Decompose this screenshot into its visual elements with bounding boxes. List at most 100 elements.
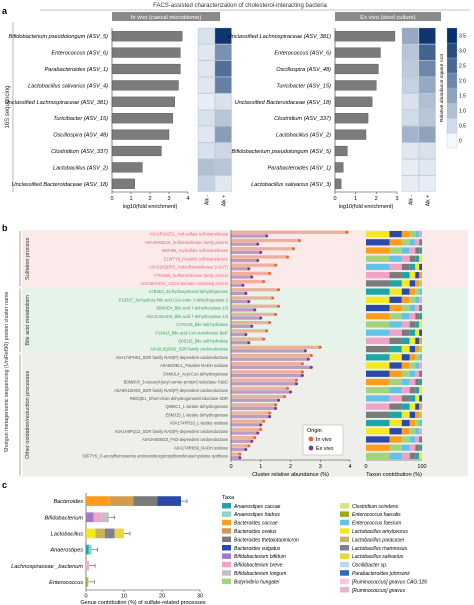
taxon-segment <box>366 263 390 271</box>
legend-swatch <box>222 511 231 517</box>
taxon-segment <box>389 411 402 418</box>
bar <box>334 178 342 189</box>
taxon-segment <box>401 411 410 418</box>
taxon-segment <box>366 321 390 328</box>
category-label: Enterococcus (ASV_6) <box>51 51 108 57</box>
bar-ex-vivo <box>231 365 312 369</box>
heatmap-cell <box>197 175 215 192</box>
chart-b-clusters: Sulfation process Bile acid metabolism Oth… <box>19 230 468 478</box>
heatmap-cell <box>197 93 215 110</box>
taxon-segment <box>409 345 416 353</box>
taxon-segment <box>419 263 422 271</box>
taxon-segment <box>401 255 410 262</box>
heatmap-cell <box>214 142 232 159</box>
taxon-segment <box>401 428 410 435</box>
taxon-segment <box>401 247 410 254</box>
legend-entry: Parabacteroides johnsonii <box>352 571 410 577</box>
legend-swatch <box>340 545 349 551</box>
legend-swatch <box>222 536 231 543</box>
cluster-label: A0A6N1DHE0_SDR family NAD(P)-dependent o… <box>114 388 228 393</box>
cluster-label: A7B3K3_3α-hydroxysteroid dehydrogenase <box>149 289 229 294</box>
category-label: Unclassified Bacteroidaceae (ASV_18) <box>235 100 332 106</box>
bar-in-vivo <box>231 304 279 308</box>
bar-in-vivo <box>231 296 273 300</box>
colorbar-step <box>446 42 458 59</box>
taxon-segment <box>409 403 416 410</box>
genus-segment <box>86 496 110 506</box>
point-in-vivo <box>274 263 278 267</box>
taxon-segment <box>415 428 420 435</box>
point-in-vivo <box>268 321 272 325</box>
taxon-segment <box>401 313 410 320</box>
taxon-segment <box>401 436 410 443</box>
taxon-segment <box>419 337 422 345</box>
category-label: Oscillospira (ASV_48) <box>53 133 108 139</box>
x-axis-title: Genus contribution (%) of sulfate-relate… <box>80 600 206 605</box>
taxon-segment <box>419 362 422 369</box>
taxon-segment <box>415 304 420 312</box>
legend-swatch <box>222 570 231 576</box>
taxon-segment <box>401 452 410 460</box>
bar <box>111 47 181 58</box>
taxon-segment <box>409 444 416 451</box>
taxon-segment <box>401 444 410 451</box>
x-tick-label: 10 <box>121 594 127 600</box>
chart-header: In vivo (caecal microbiome) <box>131 15 202 21</box>
point-ex-vivo <box>303 349 307 353</box>
taxon-tick-label: 0 <box>364 464 367 470</box>
taxon-segment <box>401 329 410 336</box>
bar-ex-vivo <box>231 242 258 246</box>
taxon-segment <box>389 304 402 312</box>
heatmap-cell <box>197 44 215 61</box>
bar <box>334 129 367 140</box>
point-in-vivo <box>253 436 257 440</box>
legend-swatch <box>222 545 231 551</box>
legend-entry: In vivo <box>316 437 332 443</box>
taxon-segment <box>409 419 416 427</box>
bar-in-vivo <box>231 386 288 391</box>
heatmap-column-label: Alk + <box>426 195 432 206</box>
taxon-segment <box>415 313 420 320</box>
category-label: Clostridium (ASV_337) <box>51 149 108 155</box>
taxon-segment <box>389 247 402 254</box>
point-in-vivo <box>268 411 272 415</box>
bar-ex-vivo <box>231 390 291 394</box>
taxon-segment <box>401 354 410 361</box>
taxon-segment <box>366 313 390 320</box>
taxon-segment <box>366 428 390 435</box>
heatmap-cell <box>214 126 232 143</box>
chart-header-bg <box>112 12 220 21</box>
legend-swatch <box>340 519 349 526</box>
bar-in-vivo <box>231 353 312 358</box>
point-in-vivo <box>259 427 263 431</box>
taxon-segment <box>409 436 416 443</box>
legend-swatch <box>340 536 349 543</box>
legend-entry: Lactobacillus amylovorus <box>352 529 408 535</box>
bar-in-vivo <box>231 436 255 440</box>
taxon-segment <box>389 263 402 271</box>
category-label: Lactobacillus salivarius (ASV_3) <box>251 182 331 188</box>
taxon-segment <box>415 362 420 369</box>
taxon-segment <box>415 272 420 279</box>
taxon-segment <box>419 288 422 295</box>
heatmap-cell <box>418 60 436 77</box>
taxon-segment <box>401 362 410 369</box>
x-tick-label: 4 <box>348 464 351 470</box>
heatmap-cell <box>214 109 232 127</box>
taxon-axis-title: Taxon contribution (%) <box>366 472 422 478</box>
genus-segment <box>105 528 115 539</box>
taxon-segment <box>401 370 410 377</box>
bar <box>111 113 173 124</box>
point-ex-vivo <box>253 308 257 312</box>
taxon-segment <box>366 337 390 345</box>
category-label: Bifidobacterium pseudolongum (ASV_5) <box>9 34 109 40</box>
bar-ex-vivo <box>231 267 249 271</box>
taxon-segment <box>415 337 420 345</box>
taxon-segment <box>409 280 416 287</box>
taxon-segment <box>415 296 420 303</box>
bar-ex-vivo <box>231 406 276 411</box>
taxon-segment <box>419 304 422 312</box>
heatmap-cell <box>214 77 232 94</box>
bar <box>334 47 381 58</box>
